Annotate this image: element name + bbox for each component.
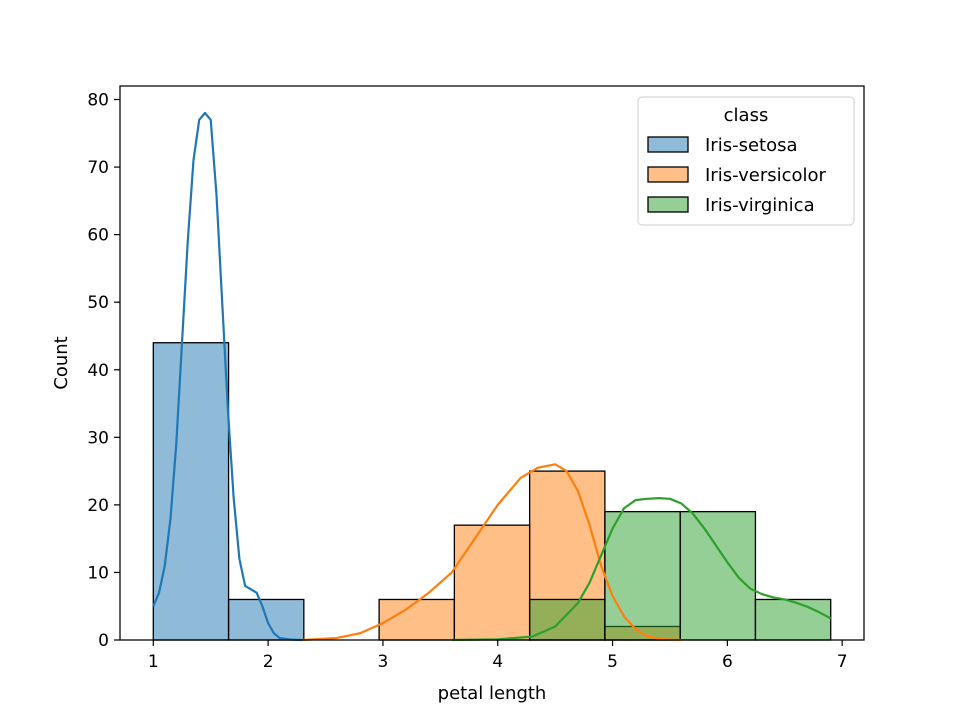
legend-box	[637, 96, 855, 226]
legend-label-iris-setosa: Iris-setosa	[705, 135, 798, 156]
y-tick-label: 10	[87, 563, 109, 583]
legend-entries: Iris-setosa Iris-versicolor Iris-virginica	[647, 135, 827, 216]
x-axis: 1 2 3 4 5 6 7	[148, 640, 848, 672]
bar-iris-virginica-6	[604, 510, 681, 641]
y-tick-label: 0	[98, 631, 109, 651]
kde-line-iris-setosa	[152, 111, 303, 642]
bar-iris-versicolor-3	[378, 598, 456, 641]
x-tick-label: 6	[722, 652, 733, 672]
y-tick-label: 20	[87, 496, 109, 516]
legend-swatch-iris-versicolor	[647, 166, 689, 183]
x-tick-label: 2	[263, 652, 274, 672]
bars-layer	[152, 342, 832, 641]
kde-line-iris-virginica	[451, 497, 832, 642]
y-axis: 0 10 20 30 40 50 60 70 80	[87, 91, 120, 651]
kde-line-iris-versicolor	[302, 463, 682, 642]
kde-layer	[152, 111, 832, 642]
legend-swatch-iris-setosa	[647, 136, 689, 153]
y-tick-label: 60	[87, 226, 109, 246]
y-tick-label: 40	[87, 361, 109, 381]
bar-iris-setosa-0	[152, 342, 230, 641]
bar-iris-versicolor-4	[453, 524, 531, 641]
legend-title: class	[724, 105, 769, 126]
bar-iris-virginica-8	[754, 598, 832, 641]
legend-swatch-iris-virginica	[647, 196, 689, 213]
legend-label-iris-virginica: Iris-virginica	[705, 195, 815, 216]
x-tick-label: 4	[492, 652, 503, 672]
x-tick-label: 7	[837, 652, 848, 672]
x-tick-label: 1	[148, 652, 159, 672]
y-tick-label: 50	[87, 293, 109, 313]
y-tick-label: 80	[87, 91, 109, 111]
x-tick-label: 5	[607, 652, 618, 672]
y-tick-label: 70	[87, 158, 109, 178]
x-tick-label: 3	[378, 652, 389, 672]
x-axis-label: petal length	[438, 683, 547, 704]
y-tick-label: 30	[87, 428, 109, 448]
y-axis-label: Count	[51, 336, 72, 389]
bar-iris-virginica-7	[679, 510, 757, 641]
legend: class Iris-setosa Iris-versicolor Iris-vir…	[637, 96, 855, 226]
axes-frame	[119, 85, 865, 641]
legend-label-iris-versicolor: Iris-versicolor	[705, 165, 827, 186]
